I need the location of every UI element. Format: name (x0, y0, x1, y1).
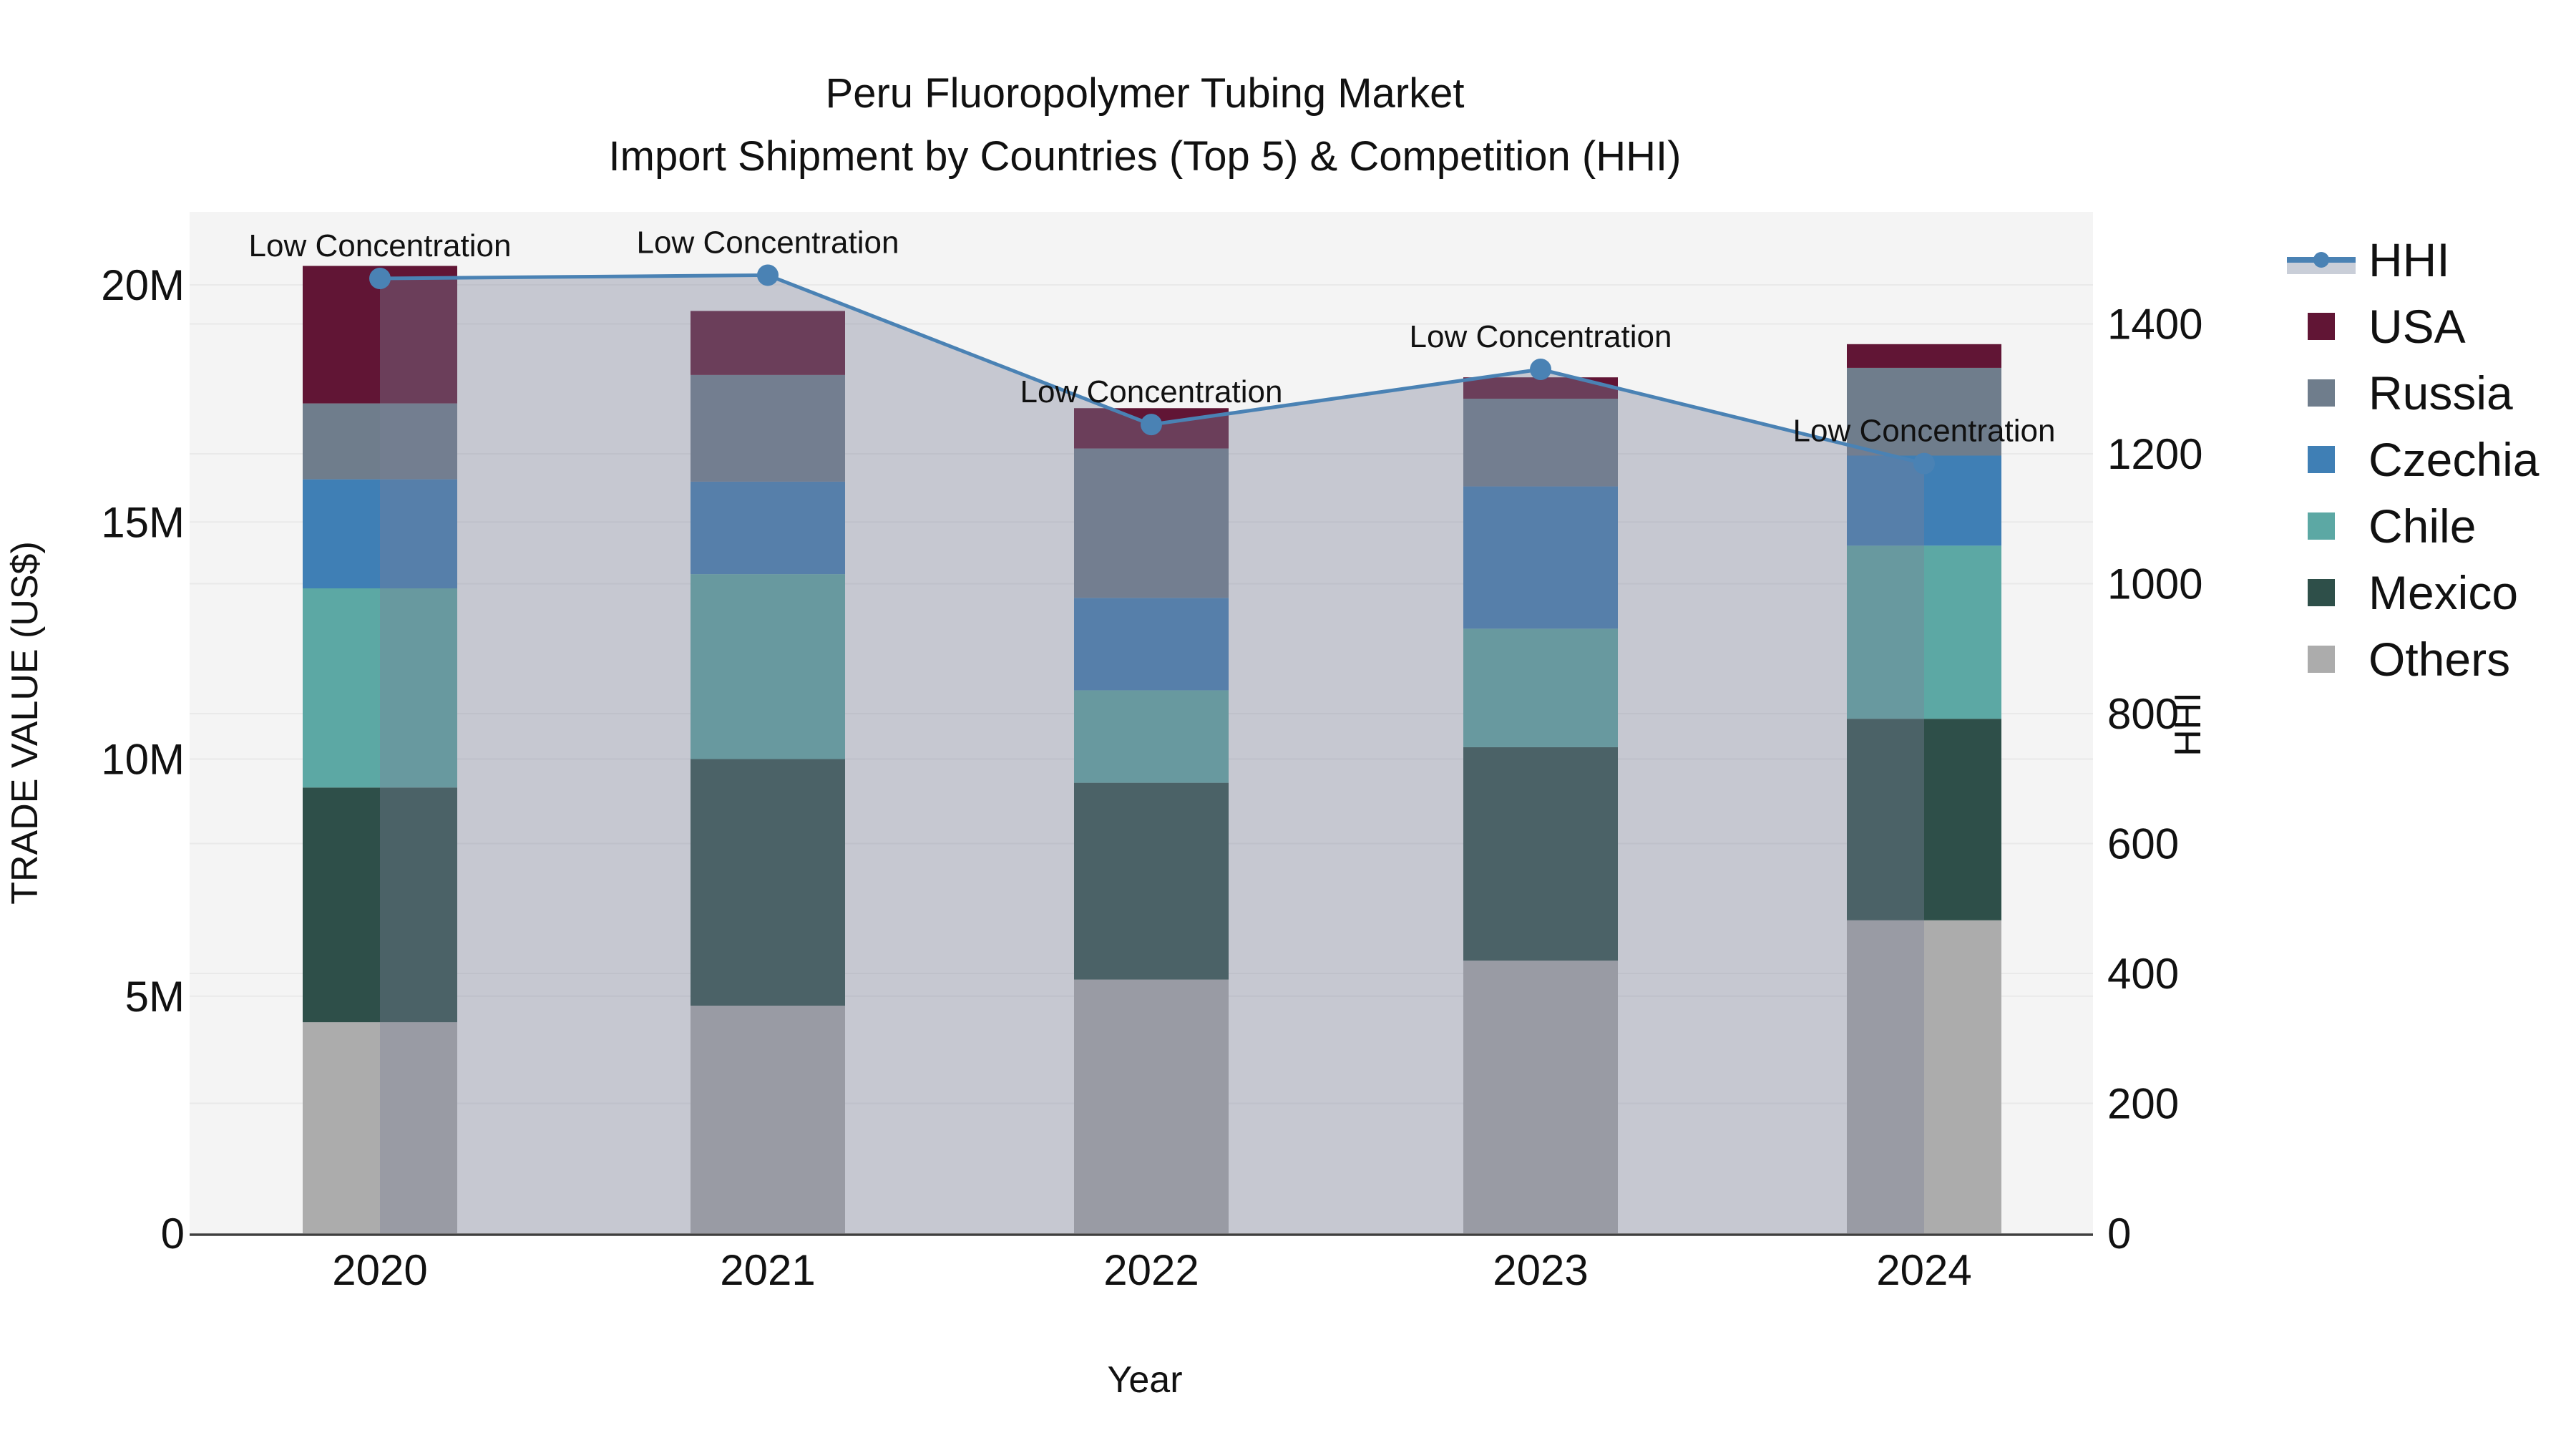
x-tick-2023: 2023 (1493, 1246, 1588, 1294)
x-tick-2024: 2024 (1876, 1246, 1971, 1294)
y-right-tick-800: 800 (2107, 690, 2179, 738)
y-right-tick-400: 400 (2107, 950, 2179, 998)
legend-item-usa[interactable]: USA (2308, 300, 2466, 353)
y-right-tick-1000: 1000 (2107, 560, 2202, 608)
bar-segment-chile-2022[interactable] (1074, 690, 1229, 783)
bar-segment-others-2021[interactable] (691, 1006, 845, 1233)
y-left-tick-15M: 15M (101, 498, 185, 546)
bar-segment-czechia-2021[interactable] (691, 481, 845, 575)
y-right-axis-title: HHI (2167, 692, 2209, 757)
y-left-axis-title: TRADE VALUE (US$) (4, 541, 46, 905)
bar-segment-russia-2024[interactable] (1847, 367, 2001, 456)
hhi-marker-2024[interactable] (1913, 452, 1935, 475)
legend-swatch-russia (2308, 379, 2335, 407)
legend-label-russia: Russia (2368, 366, 2513, 419)
bar-segment-russia-2022[interactable] (1074, 448, 1229, 598)
legend-swatch-czechia (2308, 446, 2335, 473)
hhi-marker-2023[interactable] (1530, 359, 1551, 381)
legend-swatch-mexico (2308, 579, 2335, 606)
legend-label-czechia: Czechia (2368, 433, 2540, 486)
x-axis-title: Year (1107, 1359, 1182, 1401)
legend-swatch-others (2308, 646, 2335, 673)
bar-segment-usa-2024[interactable] (1847, 344, 2001, 368)
hhi-marker-2020[interactable] (369, 267, 391, 289)
y-right-tick-1400: 1400 (2107, 301, 2202, 349)
y-left-tick-10M: 10M (101, 736, 185, 784)
bar-segment-chile-2024[interactable] (1847, 545, 2001, 719)
legend: HHI USA Russia Czechia Chile Mexico Others (2287, 233, 2540, 686)
axis-ticks-layer: 0 5M 10M 15M 20M 0 200 400 600 800 1000 1200 1400 202… (101, 261, 2202, 1294)
y-right-tick-200: 200 (2107, 1080, 2179, 1128)
bar-segment-others-2020[interactable] (303, 1022, 457, 1233)
bar-segment-czechia-2022[interactable] (1074, 598, 1229, 691)
legend-label-hhi: HHI (2368, 233, 2450, 286)
bar-segment-others-2022[interactable] (1074, 979, 1229, 1233)
legend-item-russia[interactable]: Russia (2308, 366, 2513, 419)
chart-title-line1: Peru Fluoropolymer Tubing Market (826, 70, 1465, 117)
bar-segment-mexico-2023[interactable] (1463, 747, 1618, 961)
bar-segment-mexico-2020[interactable] (303, 787, 457, 1023)
legend-item-hhi[interactable]: HHI (2287, 233, 2450, 286)
y-left-tick-20M: 20M (101, 261, 185, 309)
bar-segment-chile-2021[interactable] (691, 574, 845, 759)
bar-segment-usa-2021[interactable] (691, 311, 845, 375)
legend-swatch-chile (2308, 512, 2335, 540)
hhi-marker-2022[interactable] (1141, 414, 1162, 436)
chart-title-line2: Import Shipment by Countries (Top 5) & C… (609, 133, 1682, 180)
stacked-bars-layer (303, 266, 2001, 1233)
annotation-2023: Low Concentration (1410, 319, 1672, 354)
legend-item-mexico[interactable]: Mexico (2308, 566, 2518, 619)
legend-label-chile: Chile (2368, 500, 2476, 553)
bar-segment-others-2024[interactable] (1847, 920, 2001, 1233)
bar-segment-chile-2020[interactable] (303, 588, 457, 788)
bar-segment-czechia-2020[interactable] (303, 479, 457, 588)
hhi-line-layer (369, 264, 1935, 475)
bar-segment-mexico-2022[interactable] (1074, 782, 1229, 980)
x-tick-2021: 2021 (720, 1246, 815, 1294)
annotation-2021: Low Concentration (637, 225, 899, 260)
hhi-area-layer (380, 275, 1924, 1233)
x-tick-2022: 2022 (1103, 1246, 1199, 1294)
bar-segment-czechia-2023[interactable] (1463, 486, 1618, 629)
legend-label-mexico: Mexico (2368, 566, 2518, 619)
bar-segment-russia-2020[interactable] (303, 403, 457, 480)
bar-segment-mexico-2021[interactable] (691, 759, 845, 1006)
hhi-marker-2021[interactable] (757, 264, 779, 286)
legend-hhi-marker-sample (2313, 252, 2329, 268)
y-right-tick-600: 600 (2107, 820, 2179, 868)
x-tick-2020: 2020 (332, 1246, 427, 1294)
legend-label-others: Others (2368, 633, 2510, 686)
annotations-layer: Low Concentration Low Concentration Low Co… (249, 225, 2056, 448)
annotation-2024: Low Concentration (1793, 414, 2056, 449)
bar-segment-russia-2021[interactable] (691, 374, 845, 482)
annotation-2020: Low Concentration (249, 228, 512, 263)
y-right-tick-1200: 1200 (2107, 430, 2202, 478)
bar-segment-others-2023[interactable] (1463, 961, 1618, 1233)
annotation-2022: Low Concentration (1020, 374, 1283, 409)
legend-item-czechia[interactable]: Czechia (2308, 433, 2540, 486)
hhi-area-fill (380, 275, 1924, 1233)
bar-segment-mexico-2024[interactable] (1847, 719, 2001, 920)
bar-segment-russia-2023[interactable] (1463, 399, 1618, 487)
legend-label-usa: USA (2368, 300, 2466, 353)
y-right-tick-0: 0 (2107, 1210, 2131, 1258)
legend-item-chile[interactable]: Chile (2308, 500, 2476, 553)
legend-swatch-usa (2308, 313, 2335, 340)
legend-item-others[interactable]: Others (2308, 633, 2510, 686)
bar-segment-chile-2023[interactable] (1463, 628, 1618, 747)
y-left-tick-0: 0 (161, 1210, 185, 1258)
y-left-tick-5M: 5M (125, 973, 185, 1021)
